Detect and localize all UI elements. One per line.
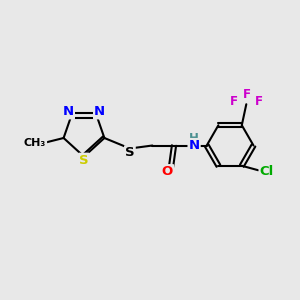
Text: F: F	[230, 95, 238, 108]
Text: N: N	[188, 139, 200, 152]
Text: F: F	[243, 88, 251, 101]
Text: F: F	[255, 95, 263, 108]
Text: N: N	[94, 105, 105, 119]
Text: O: O	[162, 165, 173, 178]
Text: H: H	[189, 131, 199, 145]
Text: CH₃: CH₃	[24, 137, 46, 148]
Text: Cl: Cl	[260, 165, 274, 178]
Text: S: S	[79, 154, 89, 167]
Text: N: N	[63, 105, 74, 119]
Text: S: S	[125, 146, 135, 159]
